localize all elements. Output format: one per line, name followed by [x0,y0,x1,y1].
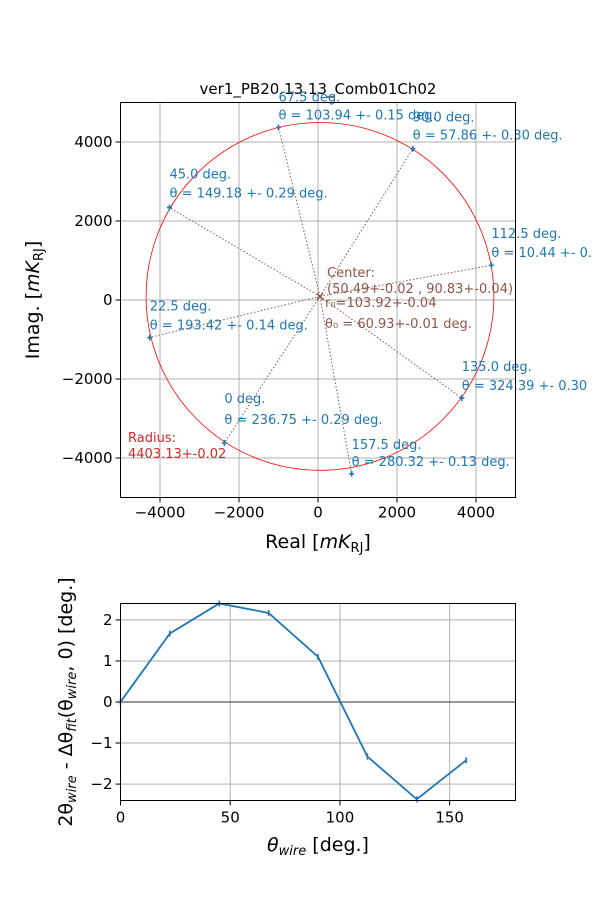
y-tick-label: −2000 [62,370,113,388]
axis-ticks: −4000 −2000 0 2000 4000 −4000 −2000 0 2000 4000 [62,133,495,522]
x-tick-label: 0 [116,809,126,827]
point-labels: 0 deg. θ = 236.75 +- 0.29 deg. 22.5 deg. θ … [150,90,592,469]
y-tick-label: 2000 [74,212,112,230]
y-axis-label: Imag. [mKRJ] [22,241,47,360]
data-point [166,204,172,211]
angle-label: 0 deg. [224,392,265,407]
theta-label: θ = 324.39 +- 0.30 [462,379,587,394]
theta-label: θ = 236.75 +- 0.29 deg. [224,413,382,428]
y-tick-label: 2 [103,611,113,629]
y-tick-label: 0 [103,291,113,309]
x-tick-label: 150 [435,809,464,827]
data-point [147,334,153,341]
theta-label: θ = 149.18 +- 0.29 deg. [169,187,327,202]
plot-frame [120,603,516,801]
data-point [276,124,281,131]
fit-circle [145,122,495,471]
y-axis-label: 2θwire - Δθfit(θwire, 0) [deg.] [55,577,80,826]
axis-ticks: 0 50 100 150 −2 −1 0 1 2 [90,611,464,827]
y-tick-label: 0 [103,693,113,711]
angle-label: 22.5 deg. [150,300,212,315]
x-tick-label: 0 [313,504,323,522]
radial-line [278,127,321,297]
angle-label: 90.0 deg. [413,111,475,126]
x-tick-label: 2000 [378,504,416,522]
radius-line-2: 4403.13+-0.02 [128,447,226,462]
y-tick-label: 4000 [74,133,112,151]
x-tick-label: 4000 [457,504,495,522]
angle-label: 135.0 deg. [462,360,532,375]
radius-annotation: Radius: 4403.13+-0.02 [128,431,226,462]
theta-label: θ = 10.44 +- 0. [491,246,592,261]
center-annotation: Center: (50.49+-0.02 , 90.83+-0.04) r₀=1… [325,266,513,332]
data-point [459,394,465,401]
center-line-1: Center: [327,266,375,281]
theta-label: θ = 57.86 +- 0.30 deg. [413,129,563,144]
residual-line [119,600,467,803]
fit-circle-path [145,122,495,471]
y-tick-label: −4000 [62,449,113,467]
radius-line-1: Radius: [128,431,176,446]
residual-chart: 0 50 100 150 −2 −1 0 1 2 θwire [deg.] 2θwire - Δ… [55,577,516,859]
radial-lines [149,127,492,474]
radial-line [319,148,414,297]
grid [120,102,516,498]
theta-label: θ = 280.32 +- 0.13 deg. [352,455,510,470]
angle-label: 45.0 deg. [169,168,231,183]
radial-line [223,296,321,444]
center-line-2: (50.49+-0.02 , 90.83+-0.04) [327,282,513,297]
angle-label: 157.5 deg. [352,438,422,453]
polar-fit-chart: ver1_PB20.13.13_Comb01Ch02 0 deg. θ = 236… [22,80,592,556]
theta-label: θ = 193.42 +- 0.14 deg. [150,319,308,334]
x-axis-label: Real [mKRJ] [265,531,371,556]
radial-line [319,296,463,399]
angle-label: 67.5 deg. [279,90,341,105]
data-point [410,145,416,152]
theta-label: θ = 103.94 +- 0.15 deg. [279,108,437,123]
data-point [488,262,494,269]
center-line-3: r₀=103.92+-0.04 [325,296,436,311]
y-tick-label: −1 [90,734,112,752]
radial-line [169,207,321,297]
radial-line [149,295,321,339]
data-point [221,439,227,446]
x-tick-label: −2000 [214,504,265,522]
x-tick-label: 50 [221,809,240,827]
radial-line [319,264,492,297]
x-tick-label: −4000 [135,504,186,522]
data-points [147,124,494,477]
chart-title: ver1_PB20.13.13_Comb01Ch02 [200,80,437,99]
x-axis-label: θwire [deg.] [267,834,369,859]
center-marker [316,292,324,300]
center-line-4: θ₀ = 60.93+-0.01 deg. [325,317,472,332]
y-tick-label: 1 [103,652,113,670]
plot-frame [120,102,516,498]
data-point [349,470,355,477]
grid [120,603,516,801]
angle-label: 112.5 deg. [491,227,561,242]
x-tick-label: 100 [326,809,355,827]
y-tick-label: −2 [90,775,112,793]
series-line [119,602,467,801]
